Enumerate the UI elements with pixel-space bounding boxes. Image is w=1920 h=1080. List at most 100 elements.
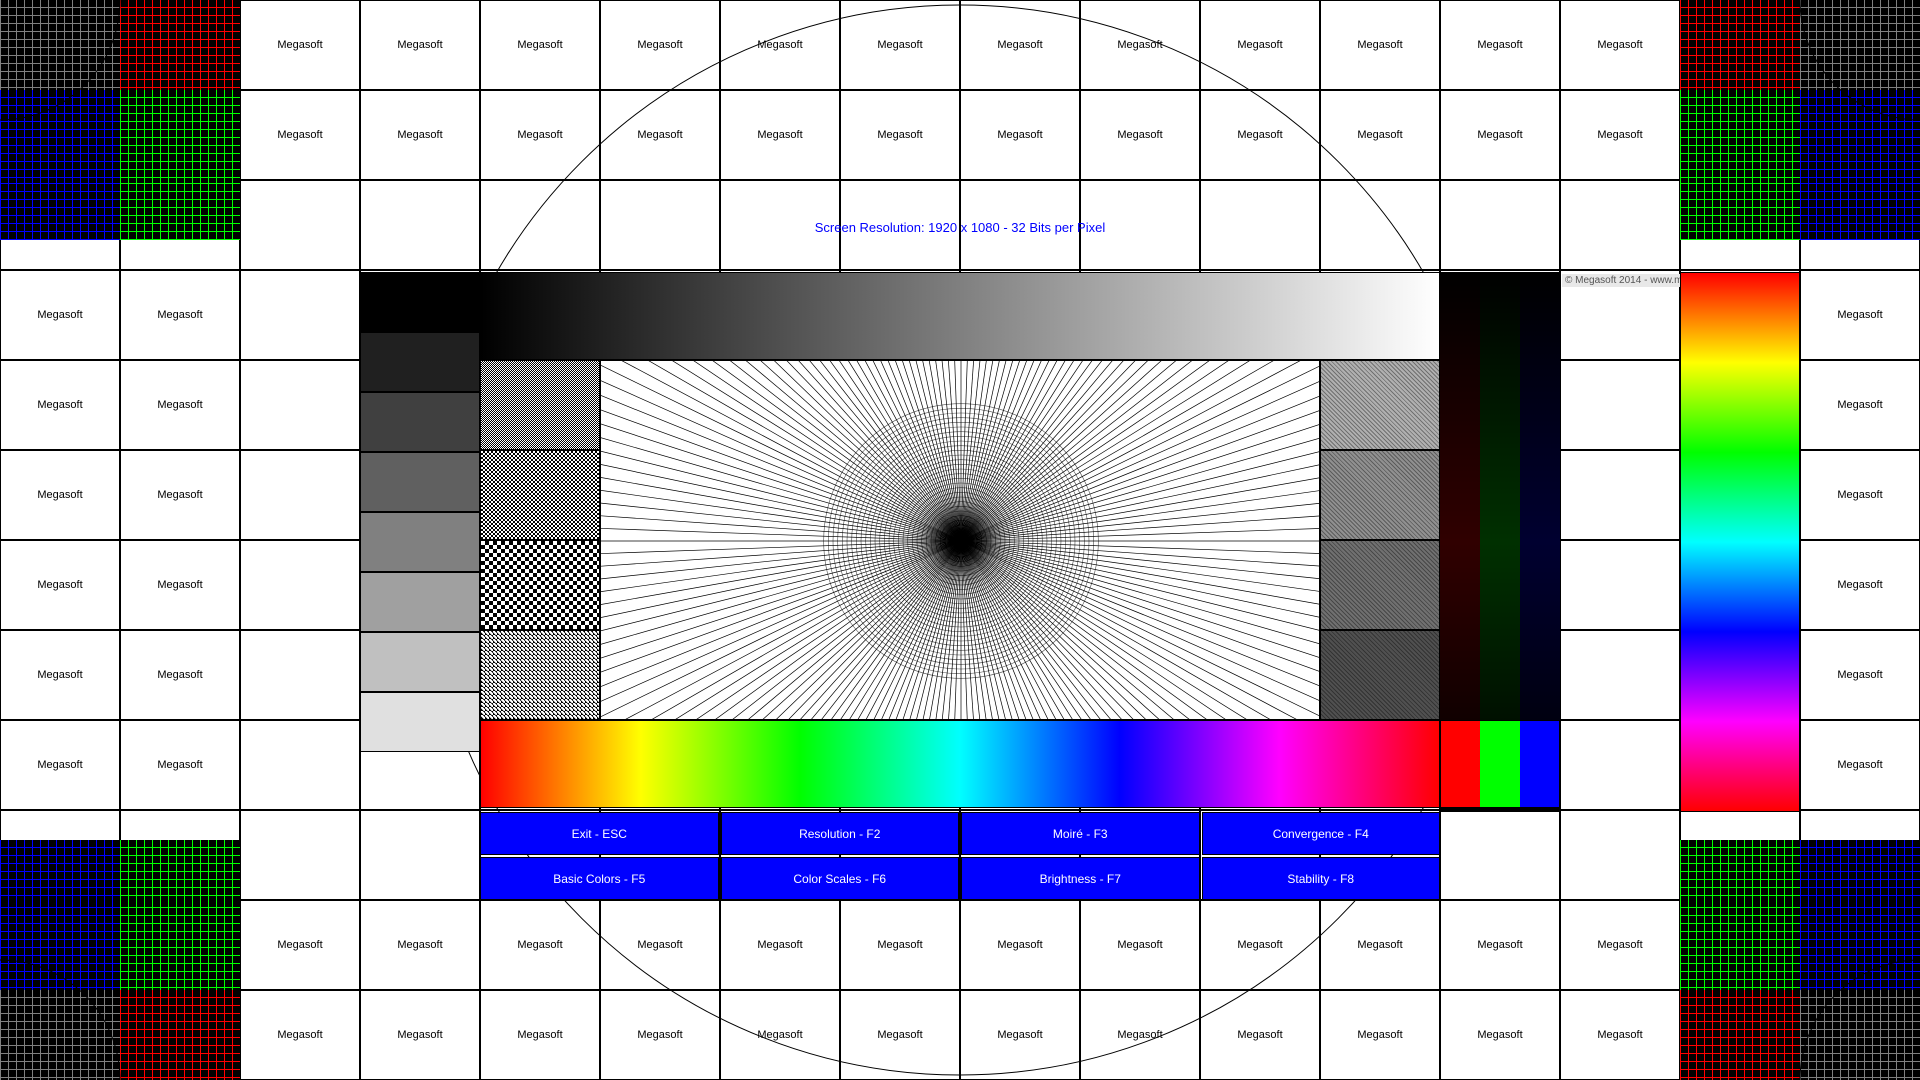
menu-button[interactable]: Stability - F8 [1202,857,1441,900]
grid-cell: Megasoft [960,990,1080,1080]
grid-cell-label: Megasoft [277,39,322,51]
corner-fine-grid [0,900,120,990]
gray-step-left [360,572,480,632]
grid-cell: Megasoft [1320,900,1440,990]
grid-cell: Megasoft [240,0,360,90]
grid-cell: Megasoft [1200,0,1320,90]
grid-cell: Megasoft [1080,90,1200,180]
grid-cell [240,720,360,810]
grid-cell: Megasoft [240,900,360,990]
grid-cell: Megasoft [0,450,120,540]
grid-cell-label: Megasoft [1837,759,1882,771]
pattern-tile [1320,360,1440,450]
grid-cell-label: Megasoft [1477,129,1522,141]
corner-fine-grid [0,0,120,90]
grid-cell-label: Megasoft [1357,129,1402,141]
grid-cell-label: Megasoft [1837,309,1882,321]
resolution-line: Screen Resolution: 1920 x 1080 - 32 Bits… [0,220,1920,235]
pattern-tile [480,630,600,720]
grid-cell-label: Megasoft [1237,1029,1282,1041]
radial-test-pattern [600,360,1320,720]
grid-cell [240,810,360,900]
grid-cell-label: Megasoft [517,129,562,141]
grid-cell: Megasoft [1560,0,1680,90]
grid-cell-label: Megasoft [637,939,682,951]
grid-cell: Megasoft [600,0,720,90]
pattern-tile [1320,450,1440,540]
rgb-bar [1480,721,1519,807]
grid-cell [1560,360,1680,450]
grid-cell-label: Megasoft [157,669,202,681]
grid-cell-label: Megasoft [517,1029,562,1041]
grid-cell: Megasoft [1200,90,1320,180]
grid-cell: Megasoft [360,0,480,90]
grid-cell-label: Megasoft [517,39,562,51]
grid-cell-label: Megasoft [637,39,682,51]
grid-cell: Megasoft [1320,0,1440,90]
menu-button[interactable]: Resolution - F2 [721,812,960,855]
menu-button[interactable]: Exit - ESC [480,812,719,855]
grid-cell [1440,810,1560,900]
grid-cell: Megasoft [600,90,720,180]
gray-step-left [360,332,480,392]
grid-cell: Megasoft [840,900,960,990]
grid-cell: Megasoft [1440,90,1560,180]
menu-button[interactable]: Convergence - F4 [1202,812,1441,855]
grid-cell: Megasoft [1560,90,1680,180]
grid-cell: Megasoft [120,540,240,630]
grid-cell: Megasoft [120,720,240,810]
grid-cell: Megasoft [960,90,1080,180]
grid-cell: Megasoft [720,90,840,180]
grid-cell: Megasoft [1800,450,1920,540]
gray-gradient-bar [480,272,1440,360]
grid-cell [1560,810,1680,900]
menu-button[interactable]: Basic Colors - F5 [480,857,719,900]
corner-fine-grid [0,90,120,180]
grid-cell-label: Megasoft [1597,939,1642,951]
grid-cell-label: Megasoft [1117,1029,1162,1041]
grid-cell: Megasoft [480,990,600,1080]
corner-fine-grid [120,900,240,990]
grid-cell: Megasoft [1080,990,1200,1080]
pattern-tile [1320,630,1440,720]
grid-cell-label: Megasoft [637,129,682,141]
grid-cell-label: Megasoft [37,759,82,771]
grid-cell: Megasoft [1440,900,1560,990]
grid-cell-label: Megasoft [877,129,922,141]
grid-cell: Megasoft [1560,900,1680,990]
grid-cell-label: Megasoft [877,39,922,51]
grid-cell-label: Megasoft [1357,1029,1402,1041]
grid-cell-label: Megasoft [997,939,1042,951]
menu-button[interactable]: Color Scales - F6 [721,857,960,900]
grid-cell-label: Megasoft [1357,39,1402,51]
rgb-bar [1441,721,1480,807]
menu-button[interactable]: Moiré - F3 [961,812,1200,855]
grid-cell: Megasoft [1320,90,1440,180]
grid-cell: Megasoft [120,270,240,360]
grid-cell: Megasoft [120,450,240,540]
grid-cell: Megasoft [0,360,120,450]
grid-cell [360,810,480,900]
grid-cell: Megasoft [1200,900,1320,990]
grid-cell-label: Megasoft [37,489,82,501]
grid-cell [240,540,360,630]
grid-cell-label: Megasoft [37,399,82,411]
grid-cell-label: Megasoft [1597,39,1642,51]
grid-cell-label: Megasoft [877,939,922,951]
grid-cell-label: Megasoft [997,129,1042,141]
grid-cell-label: Megasoft [397,939,442,951]
grid-cell: Megasoft [480,0,600,90]
pattern-tile [480,540,600,630]
menu-button[interactable]: Brightness - F7 [961,857,1200,900]
grid-cell: Megasoft [600,900,720,990]
corner-fine-grid [1800,90,1920,180]
grid-cell-label: Megasoft [757,129,802,141]
grid-cell-label: Megasoft [1357,939,1402,951]
grid-cell: Megasoft [1200,990,1320,1080]
corner-fine-grid [1680,90,1800,180]
grid-cell [1560,720,1680,810]
grid-cell-label: Megasoft [397,39,442,51]
corner-fine-grid [1680,990,1800,1080]
pattern-tile [480,360,600,450]
grid-cell [240,450,360,540]
